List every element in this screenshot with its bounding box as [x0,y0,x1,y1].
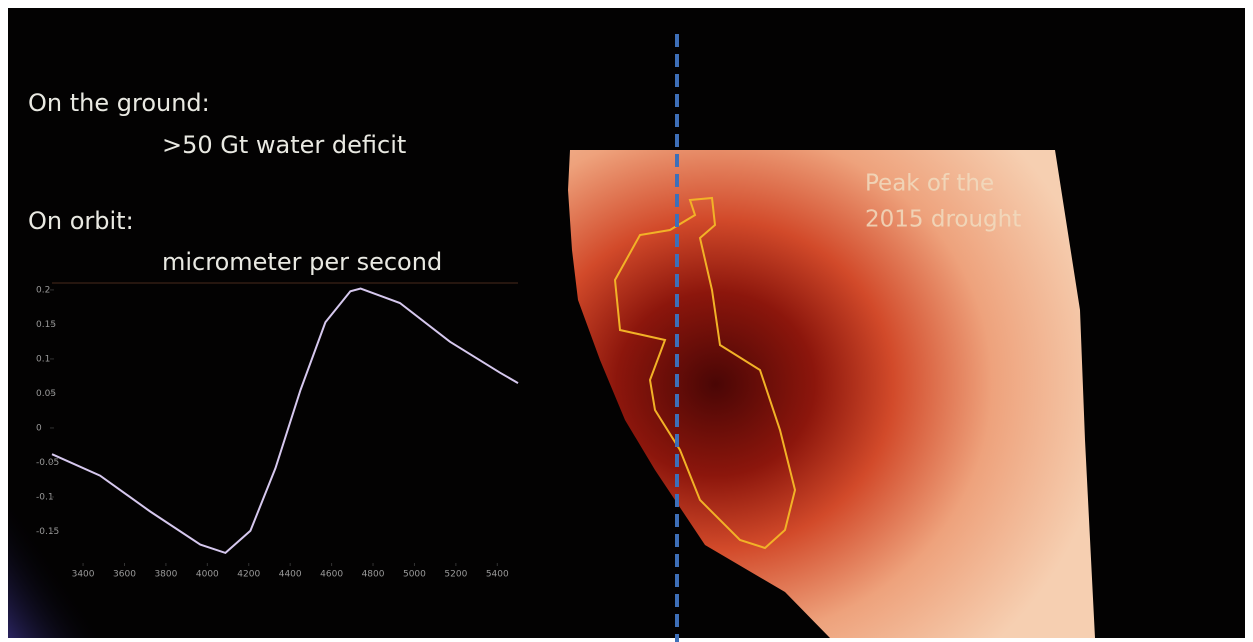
y-tick-label: -0.1 [36,492,54,502]
x-tick-label: 4200 [237,570,260,580]
y-tick-label: -0.15 [36,527,59,537]
y-tick-label: 0 [36,423,42,433]
orbit-heading: On orbit: [28,207,134,235]
y-tick-label: 0.2 [36,285,50,295]
x-tick-label: 4800 [362,570,385,580]
ground-value: >50 Gt water deficit [162,131,406,159]
x-tick-label: 5000 [403,570,426,580]
y-tick-label: 0.15 [36,320,56,330]
y-tick-label: -0.05 [36,458,59,468]
x-tick-label: 3400 [72,570,95,580]
x-tick-label: 5200 [444,570,467,580]
map-region [568,150,1095,638]
x-tick-label: 4400 [279,570,302,580]
orbit-value: micrometer per second [162,248,442,276]
glow [8,400,128,638]
y-tick-label: 0.05 [36,389,56,399]
x-tick-label: 4600 [320,570,343,580]
data-line [51,287,519,555]
y-tick-label: 0.1 [36,354,50,364]
x-tick-label: 3600 [113,570,136,580]
x-tick-label: 5400 [486,570,509,580]
map-label: 2015 drought [865,207,1021,233]
ground-heading: On the ground: [28,89,210,117]
map-label: Peak of the [865,171,994,197]
basin-outline [613,196,797,550]
x-tick-label: 3800 [154,570,177,580]
x-tick-label: 4000 [196,570,219,580]
